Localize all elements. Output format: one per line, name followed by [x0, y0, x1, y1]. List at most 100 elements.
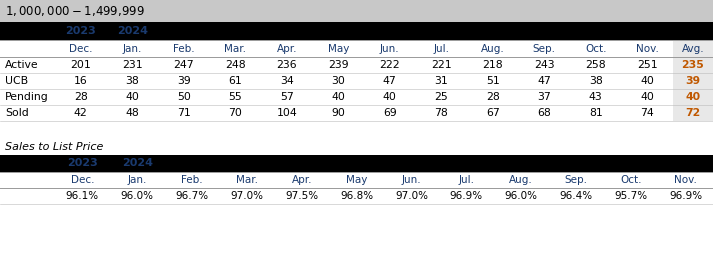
Bar [673, 57, 713, 73]
Text: Aug.: Aug. [481, 43, 505, 53]
Text: Feb.: Feb. [173, 43, 195, 53]
Bar [0, 105, 673, 121]
Text: Active: Active [5, 60, 39, 70]
Bar [0, 155, 713, 172]
Text: 51: 51 [486, 76, 500, 86]
Text: 104: 104 [277, 108, 297, 118]
Bar [0, 89, 673, 105]
Text: May: May [346, 175, 367, 185]
Text: 74: 74 [640, 108, 654, 118]
Text: Jul.: Jul. [458, 175, 474, 185]
Text: 70: 70 [228, 108, 242, 118]
Text: 243: 243 [534, 60, 555, 70]
Text: 218: 218 [483, 60, 503, 70]
Text: 96.9%: 96.9% [450, 191, 483, 201]
Text: Jan.: Jan. [128, 175, 147, 185]
Text: Jul.: Jul. [434, 43, 449, 53]
Text: 247: 247 [173, 60, 194, 70]
Text: Jun.: Jun. [401, 175, 421, 185]
Text: 96.9%: 96.9% [669, 191, 702, 201]
Text: 50: 50 [177, 92, 190, 102]
Text: Jun.: Jun. [380, 43, 399, 53]
Text: Oct.: Oct. [620, 175, 642, 185]
Bar [0, 22, 713, 40]
Text: Mar.: Mar. [225, 43, 246, 53]
Text: 69: 69 [383, 108, 396, 118]
Text: Apr.: Apr. [277, 43, 297, 53]
Text: 47: 47 [383, 76, 396, 86]
Text: Sold: Sold [5, 108, 29, 118]
Text: 34: 34 [280, 76, 294, 86]
Text: 72: 72 [685, 108, 701, 118]
Text: 39: 39 [177, 76, 190, 86]
Text: 222: 222 [379, 60, 400, 70]
Text: 47: 47 [538, 76, 551, 86]
Bar [673, 40, 713, 57]
Bar [673, 89, 713, 105]
Text: Aug.: Aug. [509, 175, 533, 185]
Text: 90: 90 [332, 108, 345, 118]
Text: Sep.: Sep. [565, 175, 588, 185]
Text: Sep.: Sep. [533, 43, 555, 53]
Text: 97.0%: 97.0% [395, 191, 428, 201]
Text: $1,000,000 - $1,499,999: $1,000,000 - $1,499,999 [5, 4, 145, 18]
Text: 25: 25 [434, 92, 448, 102]
Text: Nov.: Nov. [636, 43, 659, 53]
Text: 38: 38 [125, 76, 139, 86]
Text: Feb.: Feb. [181, 175, 203, 185]
Text: 2024: 2024 [122, 158, 153, 168]
Bar [0, 73, 673, 89]
Text: Apr.: Apr. [292, 175, 312, 185]
Text: 39: 39 [685, 76, 701, 86]
Bar [0, 57, 673, 73]
Text: 78: 78 [434, 108, 448, 118]
Text: 236: 236 [277, 60, 297, 70]
Text: 239: 239 [328, 60, 349, 70]
Text: Dec.: Dec. [69, 43, 93, 53]
Text: 40: 40 [332, 92, 345, 102]
Text: 61: 61 [228, 76, 242, 86]
Text: 43: 43 [589, 92, 602, 102]
Text: 55: 55 [228, 92, 242, 102]
Text: Jan.: Jan. [123, 43, 142, 53]
Text: Oct.: Oct. [585, 43, 607, 53]
Text: 231: 231 [122, 60, 143, 70]
Text: 40: 40 [125, 92, 139, 102]
Text: Mar.: Mar. [236, 175, 258, 185]
Text: 31: 31 [434, 76, 448, 86]
Text: 16: 16 [74, 76, 88, 86]
Text: 96.1%: 96.1% [66, 191, 99, 201]
Text: Avg.: Avg. [682, 43, 704, 53]
Text: 30: 30 [332, 76, 345, 86]
Text: 71: 71 [177, 108, 190, 118]
Text: 2023: 2023 [66, 26, 96, 36]
Text: 48: 48 [125, 108, 139, 118]
Text: 96.0%: 96.0% [505, 191, 538, 201]
Text: 258: 258 [585, 60, 606, 70]
Text: 201: 201 [71, 60, 91, 70]
Text: 251: 251 [637, 60, 657, 70]
Text: 28: 28 [74, 92, 88, 102]
Bar [0, 40, 673, 57]
Text: 2024: 2024 [117, 26, 148, 36]
Bar [0, 188, 713, 204]
Text: 96.8%: 96.8% [340, 191, 373, 201]
Text: 42: 42 [74, 108, 88, 118]
Text: 38: 38 [589, 76, 602, 86]
Bar [673, 105, 713, 121]
Text: 97.0%: 97.0% [230, 191, 263, 201]
Text: 40: 40 [685, 92, 701, 102]
Text: 248: 248 [225, 60, 245, 70]
Text: 96.7%: 96.7% [175, 191, 209, 201]
Text: 96.4%: 96.4% [560, 191, 593, 201]
Text: 221: 221 [431, 60, 451, 70]
Bar [0, 172, 713, 188]
Text: 28: 28 [486, 92, 500, 102]
Text: Nov.: Nov. [674, 175, 697, 185]
Text: Dec.: Dec. [71, 175, 94, 185]
Text: 57: 57 [280, 92, 294, 102]
Text: 235: 235 [682, 60, 704, 70]
Text: 97.5%: 97.5% [285, 191, 318, 201]
Text: Pending: Pending [5, 92, 48, 102]
Text: 67: 67 [486, 108, 500, 118]
